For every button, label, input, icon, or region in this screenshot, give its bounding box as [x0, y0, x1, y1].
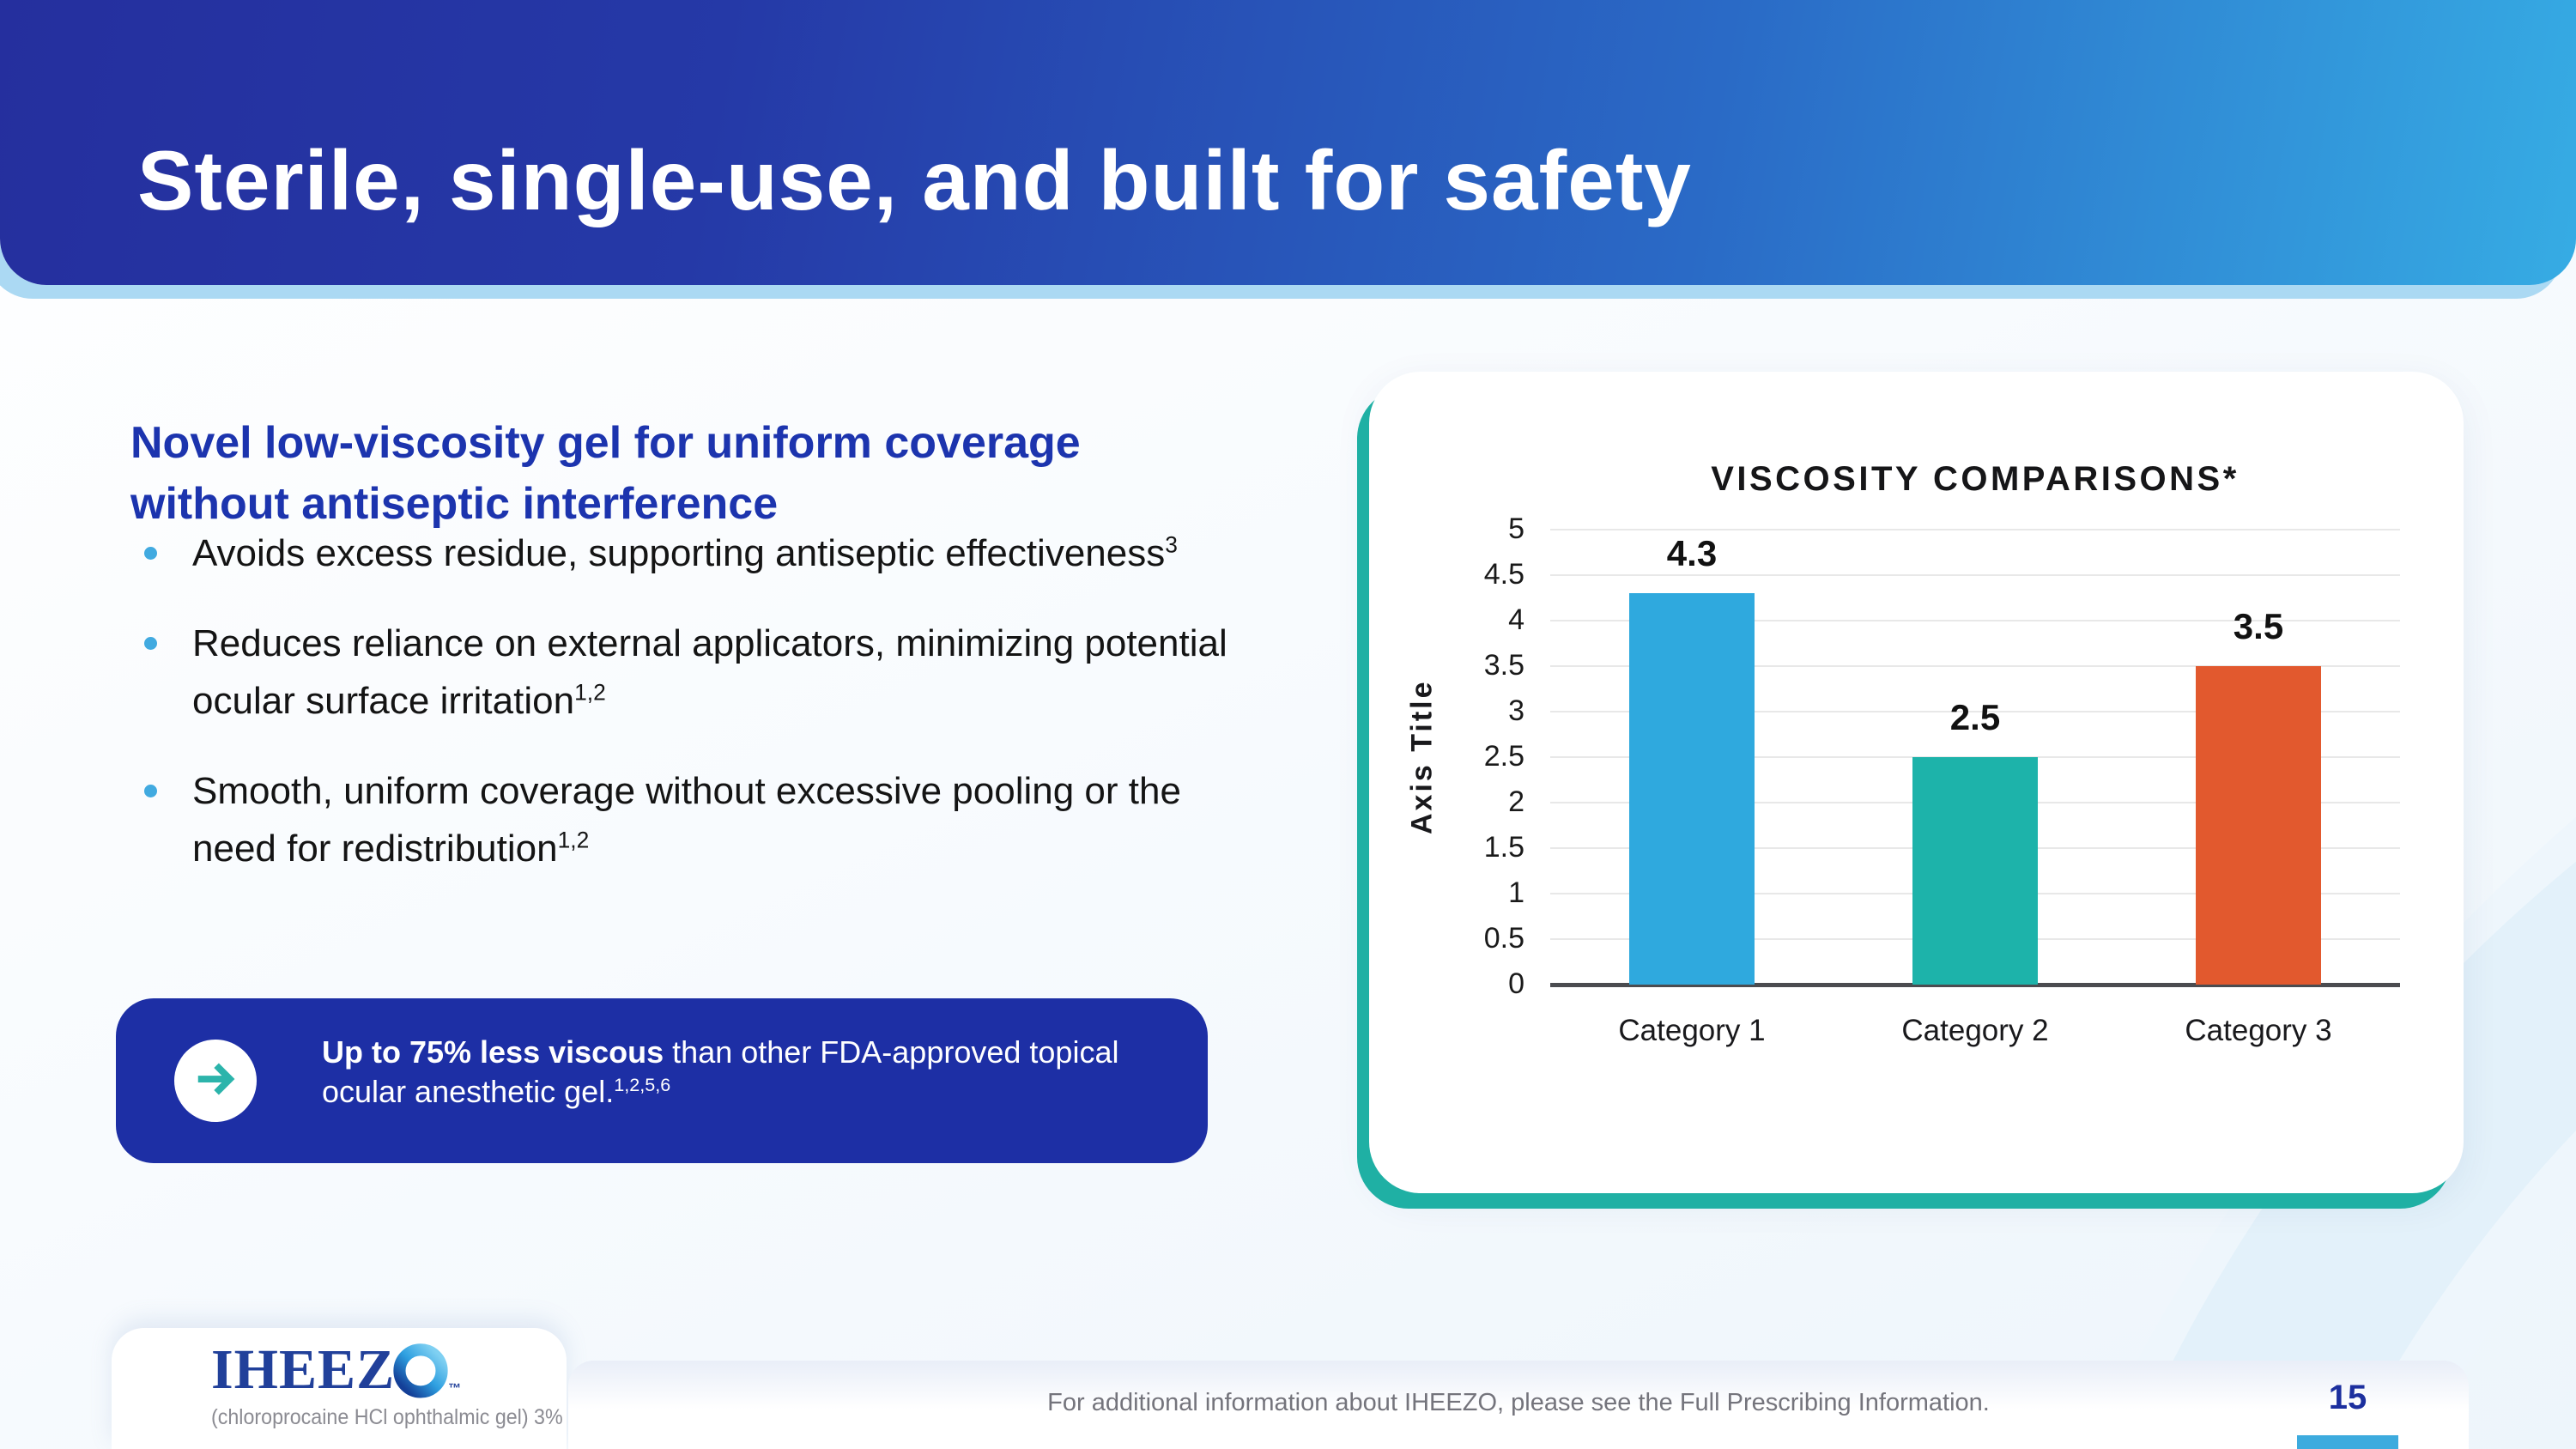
bar: [1912, 757, 2038, 985]
bar-slot: 4.3: [1550, 530, 1834, 985]
bar-value-label: 4.3: [1666, 533, 1718, 574]
bar-slot: 3.5: [2117, 530, 2400, 985]
footnote-reference: 1,2: [574, 679, 606, 706]
bar-slot: 2.5: [1834, 530, 2117, 985]
callout-rest: than other FDA-approved topical ocular a…: [322, 1034, 1119, 1110]
brand-logo-card: IHEEZ ™ (chloroprocaine HCl ophthalmic g…: [112, 1328, 567, 1449]
bar: [2196, 666, 2321, 985]
viscosity-chart-card: VISCOSITY COMPARISONS* Axis Title 5 4.5 4 3…: [1369, 372, 2464, 1193]
list-item: Avoids excess residue, supporting antise…: [137, 525, 1236, 583]
key-point-callout: Up to 75% less viscous than other FDA-ap…: [116, 998, 1208, 1163]
page-nav-tab[interactable]: [2297, 1435, 2398, 1449]
arrow-icon-circle: [174, 1040, 257, 1122]
bullet-text: Smooth, uniform coverage without excessi…: [192, 769, 1181, 870]
header-banner: Sterile, single-use, and built for safet…: [0, 0, 2576, 285]
gridline: [1550, 665, 2400, 667]
gridline: [1550, 620, 2400, 621]
y-tick-label: 3: [1508, 694, 1524, 727]
bar: [1629, 593, 1755, 985]
bullet-list: Avoids excess residue, supporting antise…: [137, 525, 1236, 910]
footnote-reference: 1,2,5,6: [614, 1074, 671, 1096]
category-label: Category 3: [2185, 1014, 2332, 1047]
y-tick-label: 4: [1508, 603, 1524, 636]
chart-plot: 5 4.5 4 3.5 3 2.5 2 1.5 1 0.5 0 4.3 2.5 3.5: [1484, 512, 2400, 1000]
footer-bar: For additional information about IHEEZO,…: [568, 1361, 2469, 1449]
list-item: Reduces reliance on external applicators…: [137, 615, 1236, 731]
category-label: Category 1: [1618, 1014, 1766, 1047]
y-tick-label: 1.5: [1483, 831, 1524, 864]
callout-text: Up to 75% less viscous than other FDA-ap…: [322, 1033, 1180, 1113]
brand-logo: IHEEZ ™: [211, 1342, 461, 1403]
chart-title: VISCOSITY COMPARISONS*: [1711, 460, 2240, 498]
x-axis-baseline: [1550, 983, 2400, 987]
bar-value-label: 3.5: [2233, 606, 2284, 646]
gridline: [1550, 574, 2400, 576]
callout-lead-bold: Up to 75% less viscous: [322, 1034, 664, 1070]
y-tick-label: 3.5: [1483, 649, 1524, 682]
y-tick-label: 5: [1508, 512, 1524, 545]
bullet-text: Avoids excess residue, supporting antise…: [192, 532, 1166, 574]
page-title: Sterile, single-use, and built for safet…: [137, 132, 1692, 227]
brand-wordmark: IHEEZ: [211, 1338, 396, 1401]
x-axis-category-labels: Category 1 Category 2 Category 3: [1550, 1014, 2400, 1057]
footnote-reference: 1,2: [557, 826, 590, 852]
gridline: [1550, 529, 2400, 530]
y-tick-label: 2: [1508, 785, 1524, 818]
brand-swirl-o-icon: [391, 1340, 450, 1403]
y-tick-label: 1: [1508, 876, 1524, 909]
category-label: Category 2: [1901, 1014, 2049, 1047]
section-heading: Novel low-viscosity gel for uniform cove…: [130, 418, 1081, 530]
y-tick-label: 4.5: [1483, 558, 1524, 591]
trademark-symbol: ™: [448, 1381, 462, 1396]
y-tick-label: 2.5: [1483, 740, 1524, 773]
right-arrow-icon: [192, 1056, 239, 1106]
brand-tagline: (chloroprocaine HCl ophthalmic gel) 3%: [211, 1405, 563, 1429]
y-tick-label: 0.5: [1483, 922, 1524, 955]
bar-value-label: 2.5: [1949, 697, 2001, 737]
footer-note: For additional information about IHEEZO,…: [1047, 1389, 1990, 1416]
footnote-reference: 3: [1165, 531, 1178, 558]
bullet-text: Reduces reliance on external applicators…: [192, 621, 1227, 722]
y-tick-label: 0: [1508, 967, 1524, 1000]
gridline: [1550, 711, 2400, 712]
page-number: 15: [2328, 1379, 2367, 1416]
list-item: Smooth, uniform coverage without excessi…: [137, 763, 1236, 878]
